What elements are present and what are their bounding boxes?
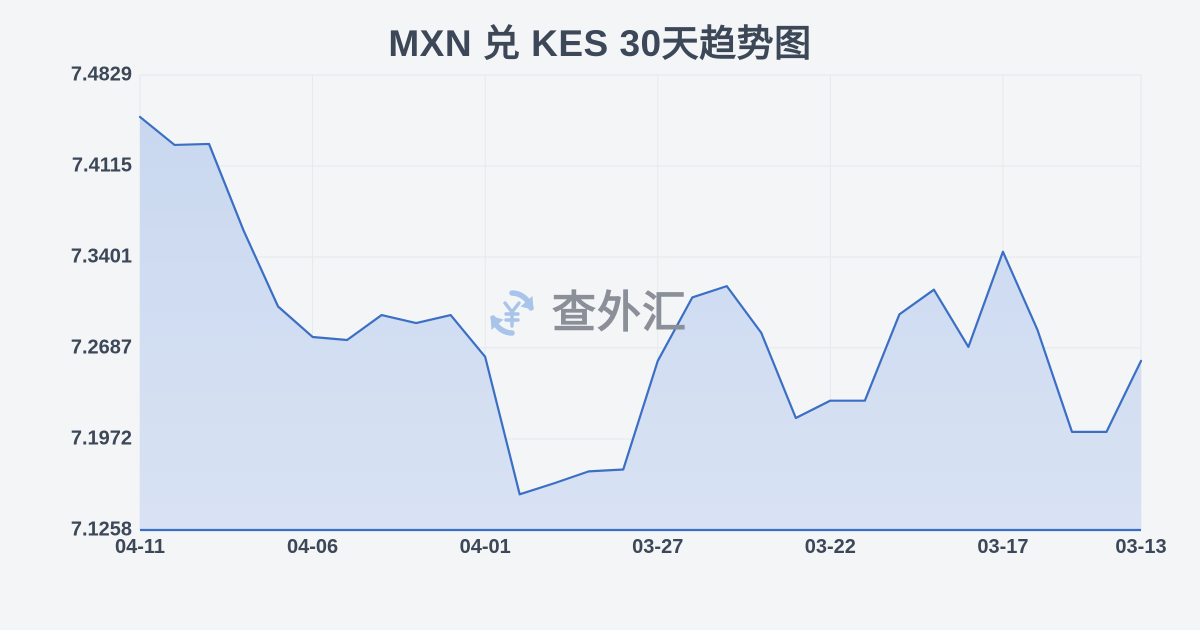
y-axis-tick-label: 7.3401: [70, 245, 132, 268]
x-axis-tick-label: 04-06: [287, 536, 339, 558]
y-axis-tick-label: 7.2687: [70, 336, 132, 359]
y-axis-tick-label: 7.4115: [71, 154, 132, 177]
area-fill: [140, 116, 1141, 531]
y-axis-tick-label: 7.1258: [70, 518, 132, 541]
x-axis-tick-label: 03-22: [804, 536, 856, 558]
x-axis-tick-label: 04-01: [459, 536, 511, 558]
y-axis-tick-label: 7.1972: [70, 427, 132, 450]
y-axis-tick-label: 7.4829: [70, 63, 132, 86]
trend-line: [138, 115, 1143, 496]
x-axis-tick-label: 03-27: [632, 536, 684, 558]
x-axis-tick-label: 03-13: [1115, 536, 1167, 558]
x-axis-tick-label: 04-11: [114, 536, 166, 558]
page-title: MXN 兑 KES 30天趋势图: [388, 23, 812, 64]
x-axis-tick-label: 03-17: [977, 536, 1029, 558]
